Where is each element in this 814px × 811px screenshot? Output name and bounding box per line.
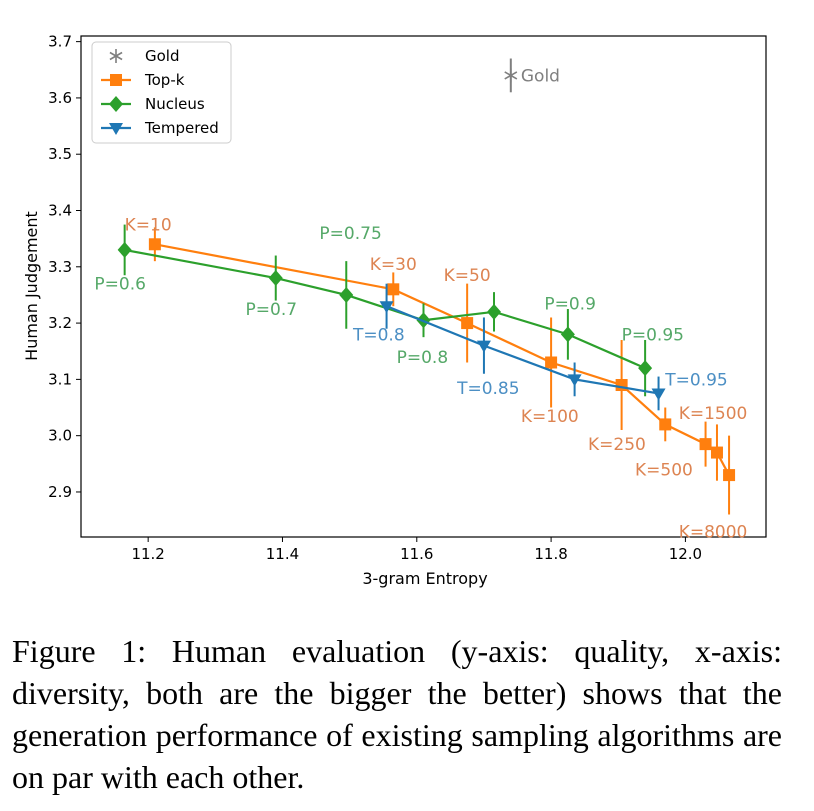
legend-item-top-k: Top-k [101, 71, 185, 89]
point-label: K=100 [521, 407, 579, 427]
point-label: K=250 [588, 435, 646, 455]
data-point [148, 238, 161, 251]
legend: Gold Top-k Nucleus Tempered [91, 41, 232, 144]
chart: 11.2 11.4 11.6 11.8 12.0 2.9 3.0 3.1 3.2 3.3 3.4 3… [22, 33, 767, 588]
legend-marker [110, 74, 122, 86]
point-label: P=0.9 [544, 294, 596, 314]
star-stroke [109, 51, 123, 61]
point-label: T=0.85 [456, 379, 519, 399]
data-point [710, 446, 723, 459]
point-label: K=30 [370, 255, 417, 275]
series-line [386, 305, 659, 395]
point-label: P=0.95 [622, 325, 684, 345]
y-axis: 2.9 3.0 3.1 3.2 3.3 3.4 3.5 3.6 3.7 [48, 33, 81, 501]
y-tick-label: 3.4 [48, 202, 72, 220]
y-tick-label: 3.6 [48, 89, 72, 107]
point-label: K=1500 [679, 404, 748, 424]
legend-label: Tempered [144, 119, 219, 137]
point-label: P=0.8 [397, 348, 449, 368]
point-label: K=50 [444, 266, 491, 286]
star-stroke [504, 71, 518, 80]
point-label: P=0.7 [246, 300, 298, 320]
data-point [723, 469, 736, 482]
x-tick-label: 11.8 [534, 545, 567, 563]
x-tick-label: 11.6 [400, 545, 433, 563]
point-label: Gold [521, 66, 560, 86]
y-tick-label: 3.5 [48, 145, 72, 163]
y-tick-label: 3.1 [48, 370, 72, 388]
point-label: K=8000 [679, 522, 748, 542]
data-point [545, 356, 558, 369]
point-label: P=0.75 [319, 224, 381, 244]
data-point [339, 286, 354, 303]
y-axis-label: Human Judgement [22, 211, 41, 361]
plot-frame [80, 35, 767, 538]
series-tempered [379, 283, 666, 411]
data-point [615, 379, 628, 392]
data-point [268, 270, 283, 287]
legend-label: Gold [145, 47, 180, 65]
legend-item-nucleus: Nucleus [101, 95, 205, 113]
legend-marker [109, 123, 123, 135]
legend-marker [109, 49, 123, 63]
annotation-layer: Gold K=10 K=30 K=50 K=100 K=250 K=500 K=1500 K=8… [94, 66, 747, 542]
x-axis-label: 3-gram Entropy [362, 569, 487, 588]
y-tick-label: 3.3 [48, 258, 72, 276]
data-point [560, 326, 575, 343]
legend-item-tempered: Tempered [101, 119, 219, 137]
x-tick-label: 11.2 [131, 545, 164, 563]
axes-frame [80, 35, 767, 538]
series-top-k [148, 227, 736, 515]
y-tick-label: 2.9 [48, 483, 72, 501]
data-point [117, 241, 132, 258]
legend-item-gold: Gold [109, 47, 180, 65]
data-point [379, 301, 394, 314]
legend-box [91, 41, 232, 144]
figure-caption: Figure 1: Human evaluation (y-axis: qual… [12, 633, 782, 795]
data-point [461, 317, 474, 330]
y-tick-label: 3.7 [48, 33, 72, 51]
data-point [504, 68, 518, 83]
legend-label: Nucleus [145, 95, 205, 113]
x-tick-label: 12.0 [669, 545, 702, 563]
y-tick-label: 3.2 [48, 314, 72, 332]
point-label: K=10 [125, 216, 172, 236]
data-point [651, 388, 666, 401]
data-point [567, 374, 582, 387]
point-label: P=0.6 [94, 275, 146, 295]
legend-label: Top-k [144, 71, 185, 89]
data-point [699, 438, 712, 451]
x-tick-label: 11.4 [266, 545, 299, 563]
series-gold [504, 58, 518, 93]
x-axis: 11.2 11.4 11.6 11.8 12.0 [131, 537, 702, 563]
data-point [659, 418, 672, 431]
point-label: T=0.95 [664, 370, 727, 390]
data-point [487, 303, 502, 320]
point-label: K=500 [635, 460, 693, 480]
y-tick-label: 3.0 [48, 427, 72, 445]
data-point [387, 283, 400, 296]
point-label: T=0.8 [352, 325, 405, 345]
series-layer [117, 58, 736, 515]
data-point [638, 360, 653, 377]
legend-marker [109, 96, 123, 112]
data-point [476, 340, 491, 353]
